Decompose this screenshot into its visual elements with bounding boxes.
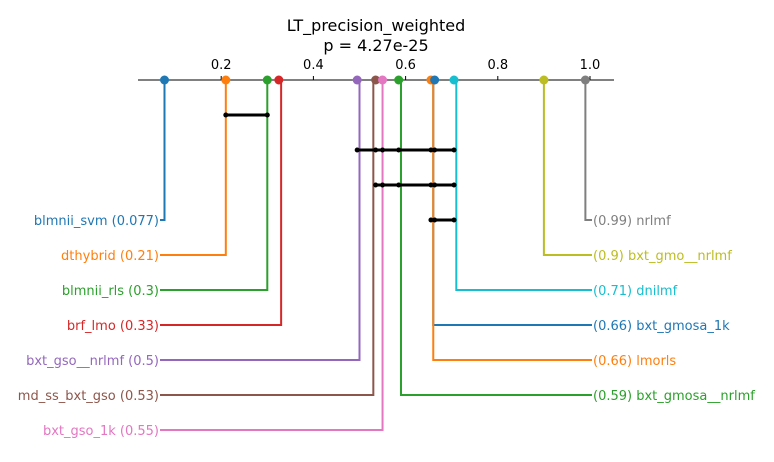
- method-leaders: [160, 80, 592, 431]
- clique-dot: [428, 182, 434, 188]
- clique-dot: [451, 182, 457, 188]
- clique-dot: [396, 182, 402, 188]
- label-bxt_gmosa__nrlmf: (0.59) bxt_gmosa__nrlmf: [593, 389, 755, 404]
- label-md_ss_bxt_gso: md_ss_bxt_gso (0.53): [18, 389, 159, 404]
- point-blmnii_svm: [159, 75, 169, 85]
- leader-dthybrid: [160, 80, 227, 256]
- axis-tick-label: 1.0: [580, 58, 601, 73]
- point-blmnii_rls: [262, 75, 272, 85]
- label-blmnii_svm: blmnii_svm (0.077): [34, 214, 159, 229]
- clique-dot: [354, 147, 360, 153]
- label-dthybrid: dthybrid (0.21): [61, 249, 159, 264]
- leader-dnilmf: [455, 80, 592, 291]
- label-bxt_gmosa_1k: (0.66) bxt_gmosa_1k: [593, 319, 730, 334]
- label-bxt_gso__nrlmf: bxt_gso__nrlmf (0.5): [26, 354, 159, 369]
- clique-dot: [223, 112, 229, 118]
- clique-dot: [432, 217, 438, 223]
- point-bxt_gmosa__nrlmf: [394, 75, 404, 85]
- clique-bars: [223, 112, 457, 223]
- clique-dot: [432, 182, 438, 188]
- axis-tick-label: 0.2: [211, 58, 232, 73]
- point-bxt_gmo__nrlmf: [539, 75, 549, 85]
- leader-blmnii_rls: [160, 80, 269, 291]
- leader-nrlmf: [584, 80, 592, 221]
- label-blmnii_rls: blmnii_rls (0.3): [62, 284, 159, 299]
- clique-dot: [380, 147, 386, 153]
- clique-dot: [264, 112, 270, 118]
- clique-dot: [396, 147, 402, 153]
- chart-title: LT_precision_weighted: [287, 16, 466, 36]
- leader-bxt_gso_1k: [160, 80, 384, 431]
- point-bxt_gso__nrlmf: [352, 75, 362, 85]
- label-bxt_gmo__nrlmf: (0.9) bxt_gmo__nrlmf: [593, 249, 732, 264]
- clique-dot: [451, 147, 457, 153]
- point-bxt_gso_1k: [378, 75, 388, 85]
- point-md_ss_bxt_gso: [371, 75, 381, 85]
- point-bxt_gmosa_1k: [430, 75, 440, 85]
- axis-tick-label: 0.6: [395, 58, 416, 73]
- clique-dot: [428, 217, 434, 223]
- leader-bxt_gmosa__nrlmf: [399, 80, 592, 396]
- axis-tick-label: 0.8: [487, 58, 508, 73]
- leader-brf_lmo: [160, 80, 283, 326]
- clique-dot: [432, 147, 438, 153]
- point-brf_lmo: [274, 75, 284, 85]
- clique-dot: [451, 217, 457, 223]
- axis-tick-label: 0.4: [303, 58, 324, 73]
- leader-blmnii_svm: [160, 80, 166, 221]
- clique-dot: [428, 147, 434, 153]
- leader-bxt_gmo__nrlmf: [542, 80, 592, 256]
- chart-subtitle: p = 4.27e-25: [323, 36, 428, 55]
- label-brf_lmo: brf_lmo (0.33): [67, 319, 159, 334]
- label-nrlmf: (0.99) nrlmf: [593, 214, 671, 229]
- label-bxt_gso_1k: bxt_gso_1k (0.55): [43, 424, 159, 439]
- label-dnilmf: (0.71) dnilmf: [593, 284, 678, 299]
- clique-dot: [373, 147, 379, 153]
- axis-ticks: 0.2 0.4 0.6 0.8 1.0: [211, 58, 600, 80]
- clique-dot: [380, 182, 386, 188]
- point-dthybrid: [221, 75, 231, 85]
- method-labels: blmnii_svm (0.077) dthybrid (0.21) blmnii_…: [18, 214, 755, 439]
- clique-dot: [373, 182, 379, 188]
- leader-bxt_gso__nrlmf: [160, 80, 361, 361]
- point-dnilmf: [449, 75, 459, 85]
- leader-lmorls: [432, 80, 592, 361]
- rank-points: [159, 75, 590, 85]
- label-lmorls: (0.66) lmorls: [593, 354, 676, 369]
- point-nrlmf: [580, 75, 590, 85]
